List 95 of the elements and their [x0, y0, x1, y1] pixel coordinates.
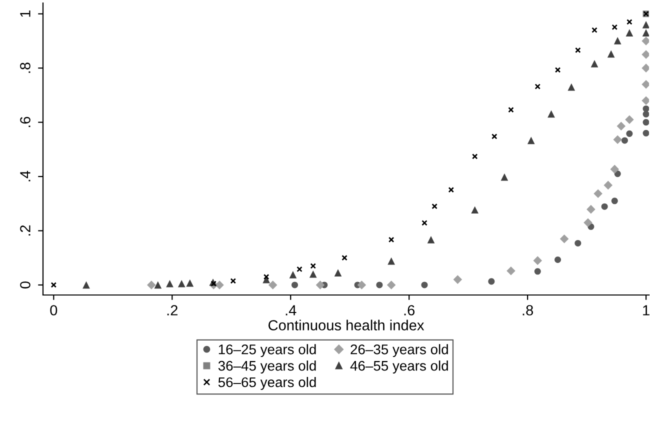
legend-label: 16–25 years old [218, 344, 316, 358]
point [357, 280, 366, 290]
point [186, 279, 194, 287]
point [616, 122, 626, 130]
point [492, 134, 498, 140]
point [263, 274, 270, 280]
point [506, 266, 516, 276]
point [310, 263, 316, 269]
point [610, 164, 620, 174]
y-tick-label: .4 [20, 170, 30, 182]
point [621, 137, 628, 144]
point [230, 278, 236, 284]
point [166, 280, 174, 288]
point [296, 266, 302, 272]
point [586, 204, 596, 214]
point [533, 256, 542, 265]
point [568, 83, 576, 91]
point [548, 110, 555, 118]
point [386, 280, 396, 290]
point [508, 106, 514, 113]
point [590, 60, 598, 68]
point [554, 256, 562, 264]
point [642, 80, 649, 89]
point [50, 282, 57, 288]
point [642, 105, 649, 112]
point [560, 234, 569, 244]
point [342, 254, 348, 261]
point [592, 27, 598, 34]
y-tick-label: 1 [20, 10, 30, 17]
point [626, 130, 633, 137]
point [534, 268, 541, 275]
point [642, 36, 649, 46]
point [472, 154, 478, 160]
point [534, 84, 541, 90]
point [388, 236, 394, 243]
y-tick-label: .8 [20, 62, 30, 73]
y-tick-label: 0 [20, 281, 30, 288]
point [334, 269, 342, 276]
point [607, 50, 615, 58]
point [292, 282, 298, 288]
point [594, 189, 602, 198]
point [613, 135, 622, 144]
point [268, 280, 278, 290]
point [642, 110, 649, 118]
x-tick-label: 1 [643, 305, 650, 316]
point [642, 119, 649, 126]
point [421, 282, 428, 288]
point [448, 186, 454, 193]
x-tick-label: .8 [522, 305, 534, 316]
legend-label: 36–45 years old [218, 360, 316, 374]
point [626, 19, 632, 25]
x-tick-label: 0 [50, 305, 58, 316]
point [625, 115, 634, 124]
point [612, 24, 618, 30]
legend-label: 46–55 years old [350, 360, 448, 374]
point [422, 220, 428, 226]
y-tick-label: .2 [20, 225, 30, 236]
x-tick-label: .4 [286, 305, 296, 316]
point [488, 278, 495, 285]
point [527, 136, 535, 144]
point [154, 281, 162, 289]
point [584, 218, 592, 227]
legend-label: 56–65 years old [218, 376, 316, 390]
point [554, 67, 561, 73]
point [432, 203, 438, 210]
point [289, 270, 297, 278]
point [500, 173, 508, 181]
point [626, 29, 634, 36]
point [574, 240, 582, 246]
point [471, 206, 479, 214]
point [453, 275, 462, 284]
point [642, 64, 649, 72]
point [575, 47, 581, 54]
point [642, 21, 649, 28]
point [309, 270, 317, 278]
point [82, 281, 90, 289]
point [642, 130, 649, 136]
point [614, 37, 622, 44]
point [427, 236, 435, 244]
x-tick-label: .6 [404, 305, 415, 316]
point [642, 29, 649, 36]
point [376, 282, 383, 288]
point [642, 96, 649, 105]
point [601, 203, 608, 210]
point [611, 198, 618, 204]
point [147, 280, 156, 290]
point [642, 50, 649, 59]
point [604, 180, 613, 190]
x-tick-label: .2 [167, 305, 178, 316]
point [388, 257, 395, 265]
y-tick-label: .6 [20, 116, 30, 128]
x-axis-title: Continuous health index [268, 320, 424, 330]
point [316, 280, 325, 290]
legend-label: 26–35 years old [350, 344, 448, 358]
point [178, 280, 186, 288]
